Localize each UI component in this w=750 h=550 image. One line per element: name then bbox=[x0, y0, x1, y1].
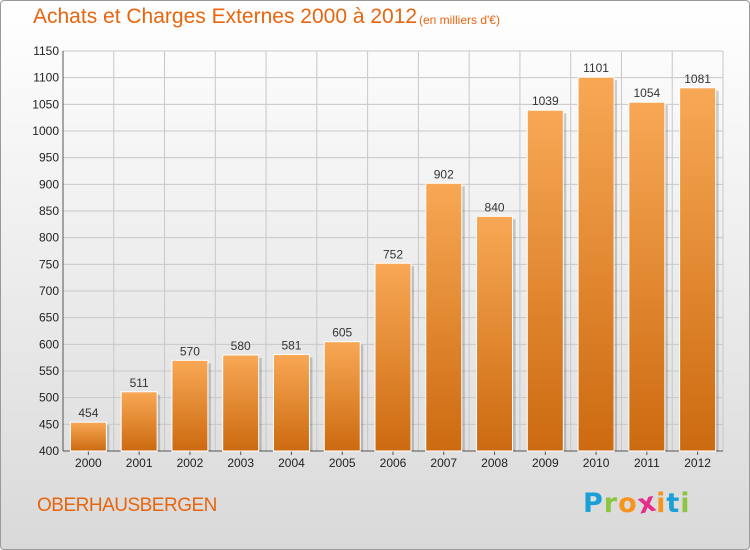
logo-letter: t bbox=[666, 488, 681, 519]
x-tick-label: 2002 bbox=[177, 456, 204, 470]
logo-letter: o bbox=[618, 488, 638, 519]
data-label: 1101 bbox=[583, 61, 609, 75]
data-label: 1039 bbox=[532, 94, 559, 108]
bar-2003 bbox=[222, 354, 260, 452]
bar-2002 bbox=[171, 359, 209, 452]
data-label: 581 bbox=[281, 338, 301, 352]
y-tick-label: 950 bbox=[39, 151, 59, 165]
y-tick-label: 600 bbox=[39, 337, 59, 351]
bar-2009 bbox=[526, 109, 564, 452]
y-tick-label: 900 bbox=[39, 177, 59, 191]
x-tick-label: 2006 bbox=[380, 456, 407, 470]
bar-layer: 454 511 570 580 581 605 752 902 840 1039 1101 1054 1… bbox=[69, 61, 719, 452]
y-tick-label: 550 bbox=[39, 364, 59, 378]
bar-2008 bbox=[476, 215, 514, 452]
x-tick-label: 2003 bbox=[227, 456, 254, 470]
logo-letter: P bbox=[583, 488, 604, 519]
data-label: 840 bbox=[485, 200, 505, 214]
data-label: 454 bbox=[78, 406, 98, 420]
y-tick-label: 650 bbox=[39, 311, 59, 325]
x-tick-label: 2008 bbox=[481, 456, 508, 470]
x-tick-label: 2012 bbox=[684, 456, 711, 470]
y-tick-label: 1150 bbox=[33, 44, 59, 58]
y-tick-label: 450 bbox=[39, 417, 59, 431]
y-tick-label: 850 bbox=[39, 204, 59, 218]
bar-2006 bbox=[374, 262, 412, 452]
bar-2004 bbox=[272, 353, 310, 452]
x-tick-label: 2001 bbox=[126, 456, 153, 470]
data-label: 570 bbox=[180, 344, 200, 358]
y-tick-label: 1000 bbox=[32, 124, 59, 138]
y-tick-label: 750 bbox=[39, 257, 59, 271]
data-label: 902 bbox=[434, 167, 454, 181]
data-label: 580 bbox=[231, 339, 251, 353]
data-label: 605 bbox=[332, 326, 352, 340]
x-tick-label: 2010 bbox=[583, 456, 610, 470]
y-tick-label: 700 bbox=[39, 284, 59, 298]
bar-2010 bbox=[577, 76, 615, 452]
y-tick-label: 800 bbox=[39, 231, 59, 245]
logo-letter: i bbox=[680, 488, 691, 519]
commune-name: OBERHAUSBERGEN bbox=[37, 495, 217, 516]
data-label: 511 bbox=[130, 376, 149, 390]
bar-2000 bbox=[69, 421, 107, 452]
x-tick-label: 2007 bbox=[430, 456, 457, 470]
y-tick-label: 400 bbox=[39, 444, 59, 458]
y-tick-label: 500 bbox=[39, 391, 59, 405]
x-tick-label: 2005 bbox=[329, 456, 356, 470]
y-tick-label: 1050 bbox=[32, 97, 59, 111]
data-label: 752 bbox=[383, 247, 403, 261]
data-label: 1081 bbox=[684, 72, 711, 86]
logo-letter: r bbox=[603, 488, 619, 519]
y-tick-label: 1100 bbox=[33, 71, 59, 85]
x-tick-label: 2000 bbox=[75, 456, 102, 470]
bar-2001 bbox=[120, 391, 158, 452]
bar-2007 bbox=[425, 182, 463, 452]
x-tick-label: 2011 bbox=[634, 456, 660, 470]
logo-letter: i bbox=[656, 488, 667, 519]
data-label: 1054 bbox=[633, 86, 660, 100]
proxiti-logo: Proxiti bbox=[583, 486, 691, 520]
chart-title: Achats et Charges Externes 2000 à 2012 bbox=[33, 5, 418, 28]
bar-2005 bbox=[323, 341, 361, 452]
x-tick-label: 2009 bbox=[532, 456, 559, 470]
bar-2012 bbox=[679, 87, 717, 452]
x-tick-label: 2004 bbox=[278, 456, 305, 470]
bar-2011 bbox=[628, 101, 666, 452]
chart-subtitle: (en milliers d'€) bbox=[419, 13, 500, 27]
